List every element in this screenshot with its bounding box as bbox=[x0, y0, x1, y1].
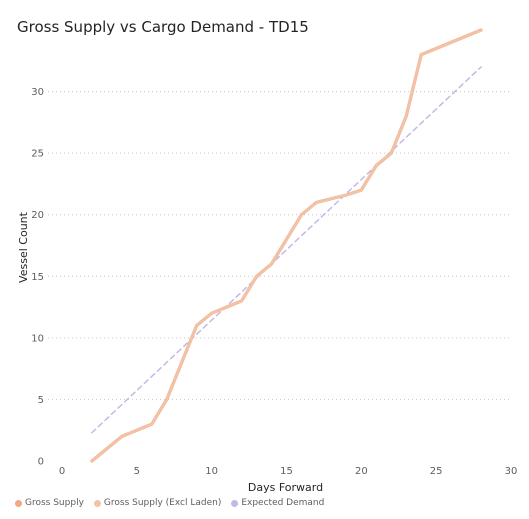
x-tick-label: 0 bbox=[59, 466, 65, 477]
tick-labels: 0 5 10 15 20 25 30 0 5 10 15 20 25 30 bbox=[31, 87, 517, 477]
y-tick-label: 20 bbox=[31, 210, 44, 221]
series-line-gross-supply-excl-laden bbox=[90, 28, 483, 463]
x-tick-label: 10 bbox=[205, 466, 218, 477]
grid-lines bbox=[48, 91, 511, 400]
x-tick-label: 20 bbox=[355, 466, 368, 477]
x-axis-title: Days Forward bbox=[248, 481, 323, 494]
legend-item[interactable]: Expected Demand bbox=[231, 498, 324, 508]
legend-marker-icon bbox=[93, 499, 101, 507]
x-tick-label: 15 bbox=[280, 466, 293, 477]
legend-item[interactable]: Gross Supply (Excl Laden) bbox=[93, 498, 222, 508]
legend-marker-icon bbox=[15, 499, 22, 507]
series-lines bbox=[90, 28, 483, 463]
y-tick-label: 25 bbox=[31, 149, 44, 160]
series-line-expected-demand bbox=[91, 66, 482, 434]
chart-title: Gross Supply vs Cargo Demand - TD15 bbox=[17, 18, 309, 36]
y-tick-label: 15 bbox=[31, 272, 44, 283]
y-tick-label: 0 bbox=[38, 457, 44, 468]
y-axis-title: Vessel Count bbox=[17, 211, 30, 283]
legend-label: Expected Demand bbox=[241, 498, 325, 508]
chart-legend: Gross Supply Gross Supply (Excl Laden) Exp… bbox=[15, 498, 334, 508]
legend-label: Gross Supply (Excl Laden) bbox=[103, 498, 222, 508]
y-tick-label: 10 bbox=[31, 333, 44, 344]
y-tick-label: 30 bbox=[31, 87, 44, 98]
legend-item[interactable]: Gross Supply bbox=[15, 498, 84, 508]
legend-label: Gross Supply bbox=[25, 498, 84, 508]
x-tick-label: 30 bbox=[505, 466, 518, 477]
x-tick-label: 5 bbox=[134, 466, 140, 477]
series-line-gross-supply bbox=[90, 28, 483, 463]
y-tick-label: 5 bbox=[38, 395, 44, 406]
x-tick-label: 25 bbox=[430, 466, 443, 477]
legend-marker-icon bbox=[231, 499, 239, 507]
